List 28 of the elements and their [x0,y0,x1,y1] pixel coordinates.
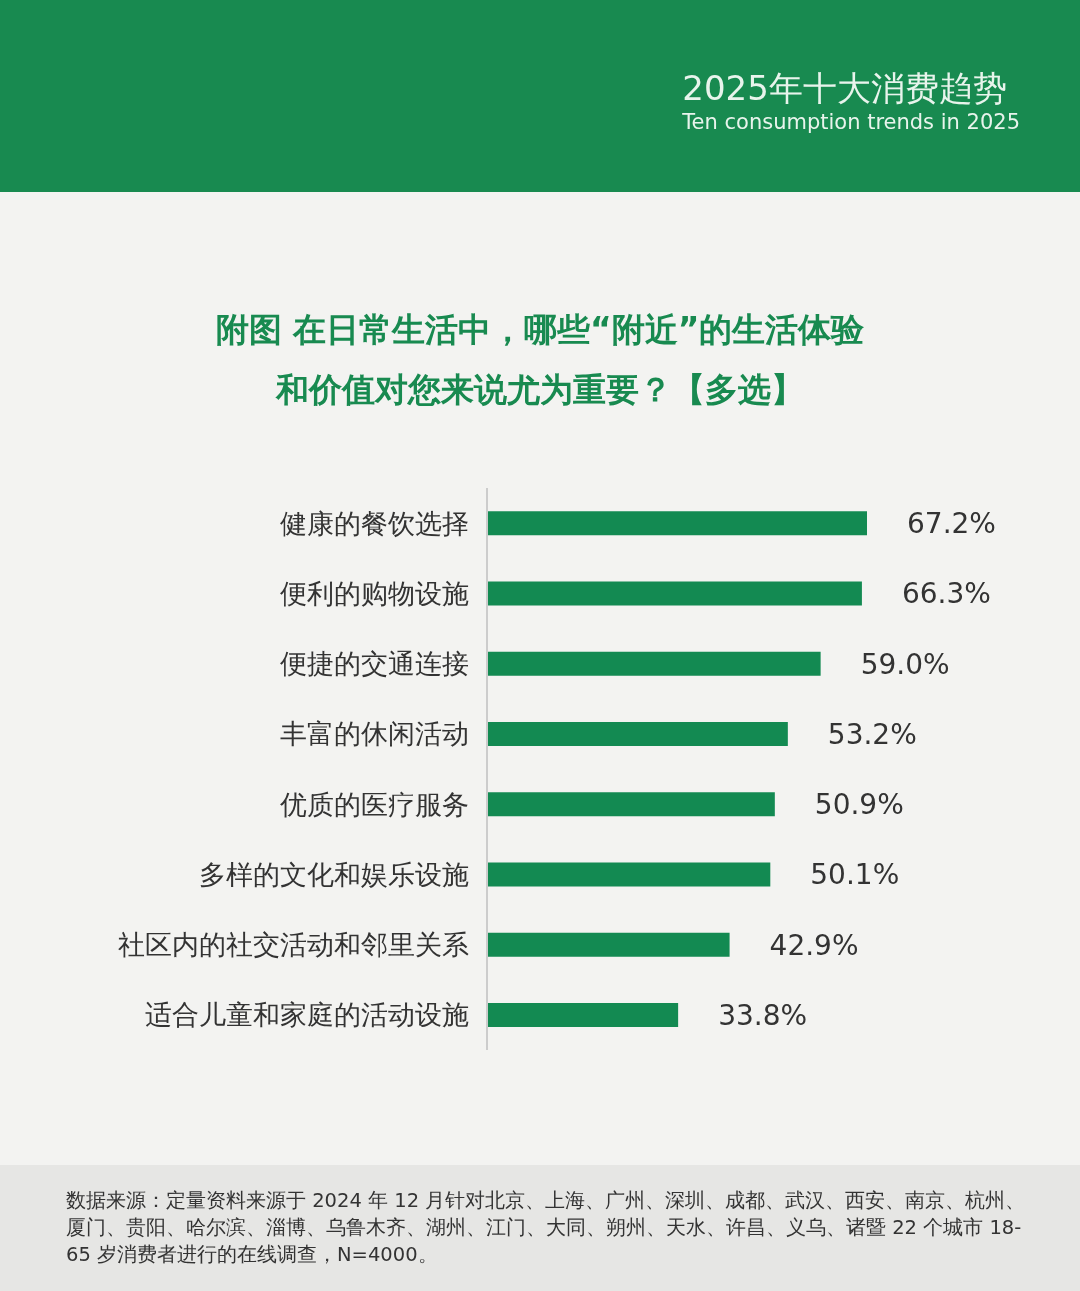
y-tick-label: 适合儿童和家庭的活动设施 [145,999,469,1031]
source-note: 数据来源：定量资料来源于 2024 年 12 月针对北京、上海、广州、深圳、成都、武汉、西安、南京、杭州、厦门、贵阳、哈尔滨、淄博、乌鲁木齐、湖州、江门、大同、朔州、天水、许昌、义乌、诸暨 22 个城市 18-65 岁消费者进行的在线调查，N=4000。 [0,1165,1080,1291]
y-tick-label: 多样的文化和娱乐设施 [199,858,469,890]
y-tick-label: 便捷的交通连接 [280,648,469,680]
text: Ten consumption trends in 2025 [682,109,1020,136]
bar [487,862,771,887]
text: 2025年十大消费趋势 [682,68,1008,108]
y-tick-label: 健康的餐饮选择 [280,507,469,539]
data-label: 59.0% [860,647,950,681]
bar [487,721,788,746]
y-tick-label: 便利的购物设施 [280,577,469,609]
data-label: 50.9% [814,788,904,822]
bar [487,932,730,957]
y-tick-label: 优质的医疗服务 [280,788,469,820]
bar [487,581,862,606]
data-label: 67.2% [907,507,996,541]
chart-title: 附图 在日常生活中，哪些“附近”的生活体验和价值对您来说尤为重要？【多选】 [214,309,866,411]
data-label: 50.1% [810,858,900,892]
y-tick-label: 丰富的休闲活动 [280,718,469,750]
data-label: 33.8% [718,998,808,1032]
data-label: 42.9% [769,928,859,962]
bar [487,792,775,817]
bar [487,511,867,536]
bar [487,1002,679,1027]
y-tick-label: 社区内的社交活动和邻里关系 [118,929,469,961]
bar [487,651,821,676]
data-label: 53.2% [827,717,917,751]
data-label: 66.3% [901,577,991,611]
